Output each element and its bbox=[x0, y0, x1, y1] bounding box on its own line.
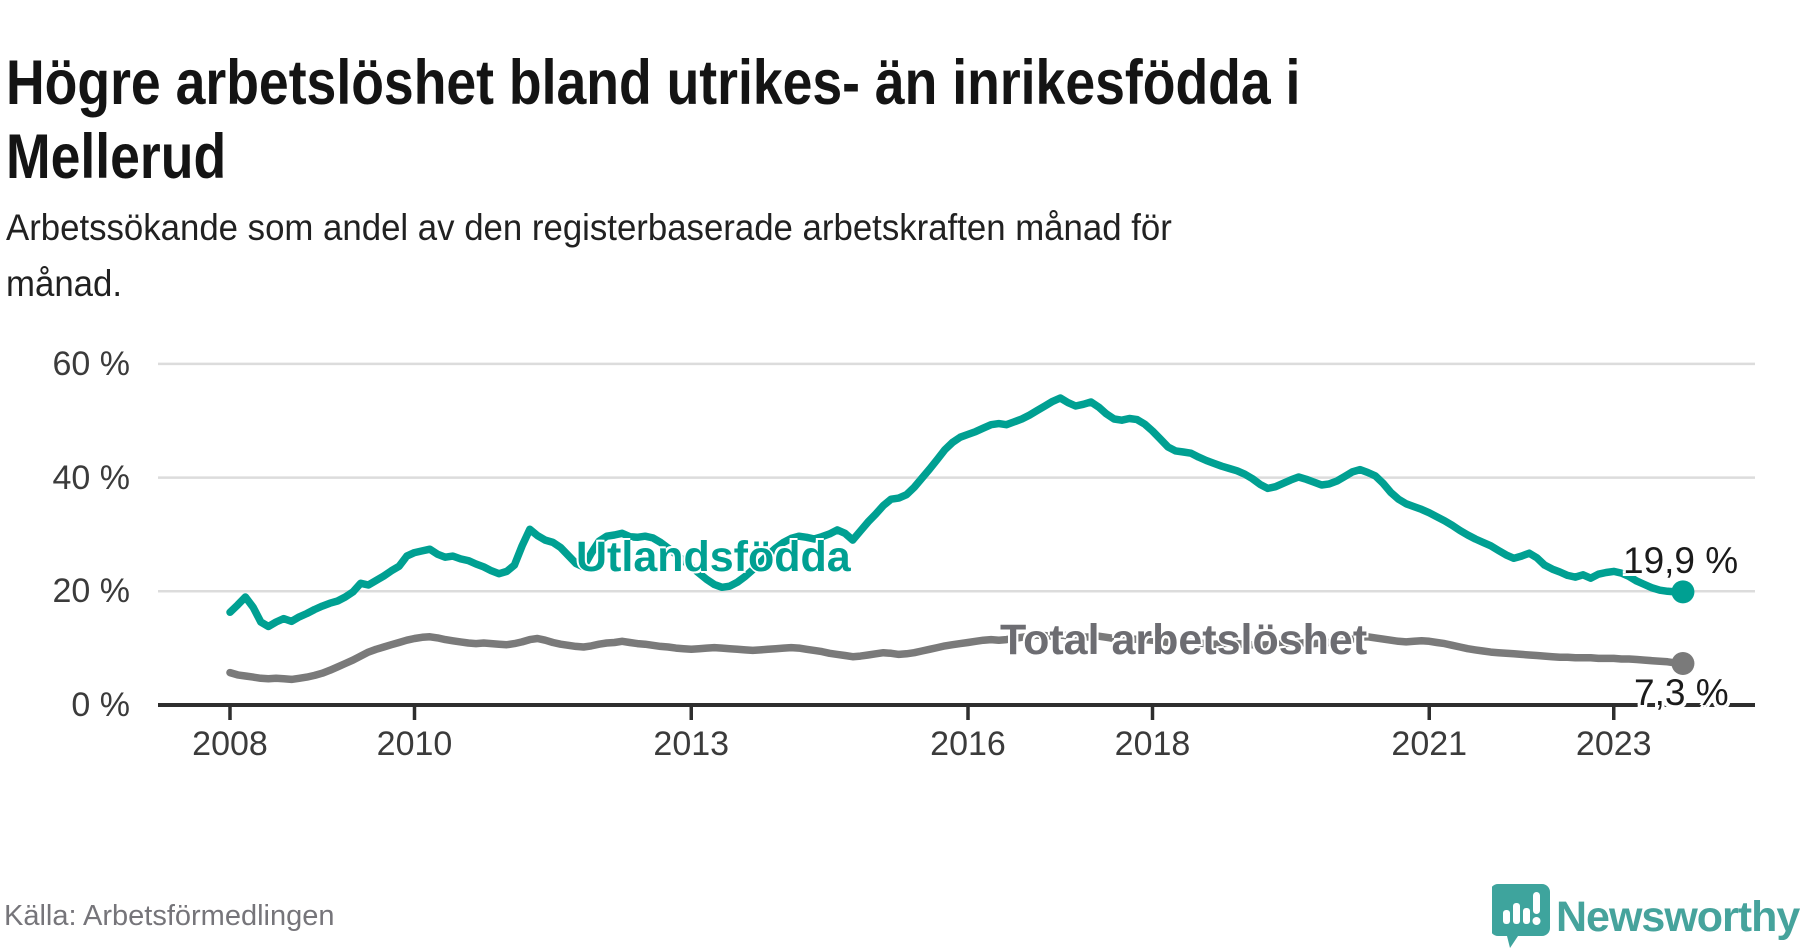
x-axis-tick-label: 2016 bbox=[930, 725, 1006, 763]
subtitle-line-1: Arbetssökande som andel av den registerb… bbox=[6, 207, 1172, 248]
y-axis-tick-label: 20 % bbox=[52, 572, 131, 611]
y-axis-tick-label: 0 % bbox=[71, 686, 130, 724]
y-axis-tick-label: 40 % bbox=[52, 458, 131, 497]
source-caption: Källa: Arbetsförmedlingen bbox=[4, 900, 335, 932]
subtitle-line-2: månad. bbox=[6, 263, 123, 304]
x-axis-tick-label: 2010 bbox=[376, 725, 453, 763]
speech-bubble-shape bbox=[1492, 884, 1550, 948]
newsworthy-logo-icon bbox=[1492, 884, 1550, 948]
series-label-utlandsfodda: Utlandsfödda bbox=[576, 533, 851, 581]
end-value-label-utlandsfodda: 19,9 % bbox=[1623, 540, 1739, 581]
x-axis-tick-label: 2021 bbox=[1391, 725, 1468, 763]
y-axis-tick-label: 60 % bbox=[52, 344, 131, 383]
title-line-2: Mellerud bbox=[6, 122, 227, 193]
page-title: Högre arbetslöshet bland utrikes- än inr… bbox=[6, 46, 1300, 194]
x-axis-tick-label: 2018 bbox=[1114, 725, 1191, 763]
x-axis-tick-label: 2023 bbox=[1575, 725, 1652, 763]
x-axis-tick-label: 2008 bbox=[192, 725, 268, 763]
end-point-dot-total bbox=[1671, 651, 1695, 675]
title-line-1: Högre arbetslöshet bland utrikes- än inr… bbox=[6, 48, 1301, 119]
end-point-dot-utlandsfodda bbox=[1671, 580, 1695, 604]
x-axis-tick-label: 2013 bbox=[653, 725, 730, 763]
series-label-total-arbetsloshet: Total arbetslöshet bbox=[1000, 616, 1368, 664]
newsworthy-wordmark: Newsworthy bbox=[1556, 893, 1800, 941]
chart-subtitle: Arbetssökande som andel av den registerb… bbox=[6, 200, 1172, 312]
series-line-total bbox=[226, 631, 1687, 684]
series-line-utlandsfodda bbox=[226, 394, 1687, 631]
end-value-label-total: 7,3 % bbox=[1634, 672, 1729, 713]
